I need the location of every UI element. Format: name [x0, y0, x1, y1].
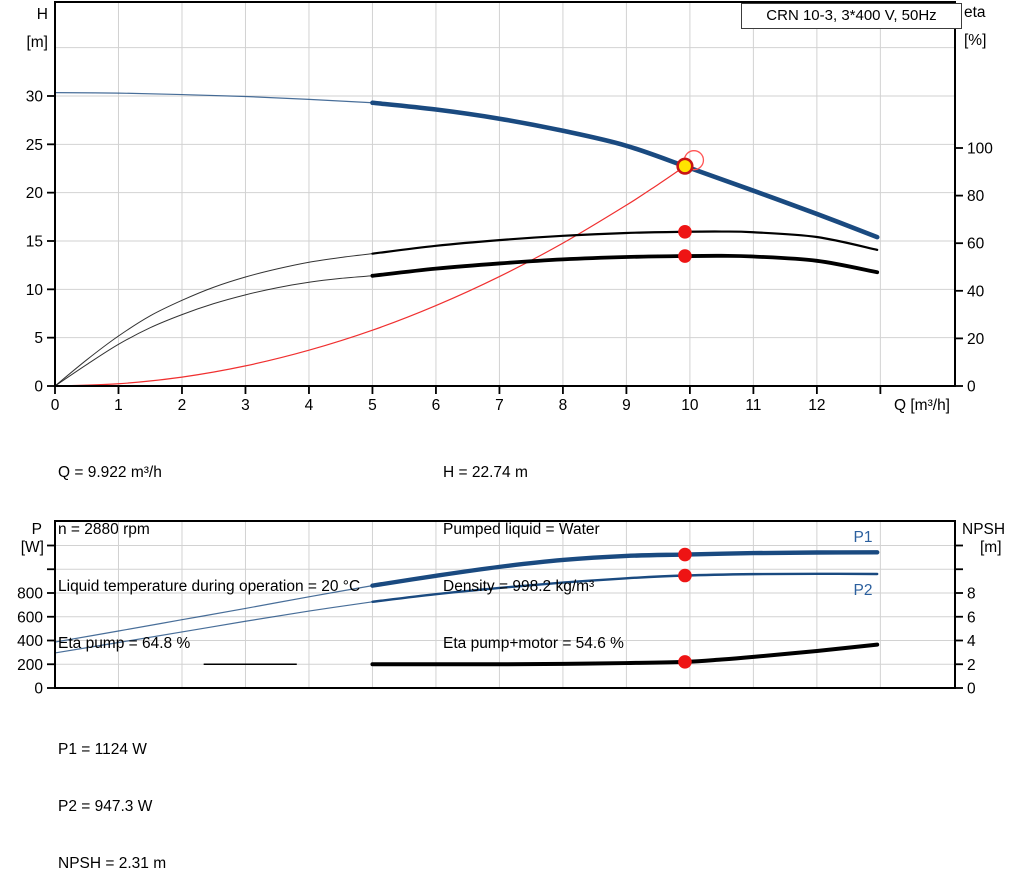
tick-label: 0	[967, 379, 976, 396]
y-right-axis-unit: [%]	[964, 32, 986, 49]
pump-model-title-box: CRN 10-3, 3*400 V, 50Hz	[741, 3, 962, 29]
tick-label: 0	[967, 681, 976, 698]
annotation-density: Density = 998.2 kg/m³	[443, 578, 595, 595]
tick-label: 1	[114, 397, 123, 414]
system-curve	[54, 165, 686, 387]
tick-label: 10	[26, 282, 44, 299]
tick-label: 7	[495, 397, 504, 414]
tick-label: 2	[178, 397, 187, 414]
tick-label: 5	[34, 330, 43, 347]
eta-pump-motor-curve	[370, 253, 880, 278]
annotation-eta-pump-motor: Eta pump+motor = 54.6 %	[443, 635, 624, 652]
p2-curve	[371, 572, 879, 603]
tick-label: 60	[967, 236, 985, 253]
tick-label: 8	[559, 397, 568, 414]
p1-curve	[370, 550, 880, 588]
pump-model-title: CRN 10-3, 3*400 V, 50Hz	[766, 7, 937, 24]
eta-pump-motor-curve-thin-segment	[54, 275, 373, 387]
tick-label: 12	[808, 397, 825, 414]
p2-point	[678, 568, 692, 583]
tick-label: 2	[967, 657, 976, 674]
head-curve	[370, 100, 880, 240]
tick-label: 6	[967, 609, 976, 626]
tick-label: 20	[967, 331, 985, 348]
annotation-p1: P1 = 1124 W	[58, 741, 147, 758]
eta-pump-curve	[371, 230, 879, 255]
tick-label: 0	[51, 397, 60, 414]
y-left-axis-unit: [W]	[21, 539, 44, 556]
tick-label: 3	[241, 397, 250, 414]
series-label-p1: P1	[854, 529, 873, 546]
power-npsh-chart: 0 200 400 600 800 0 2 4 6 8 P[W] NPSH[m] P1 P2	[17, 520, 1005, 698]
p1-point	[678, 547, 692, 562]
tick-label: 25	[26, 137, 43, 154]
tick-label: 6	[432, 397, 441, 414]
eta-pump-curve-thin-segment	[54, 253, 373, 387]
duty-annotations-right: H = 22.74 m Pumped liquid = Water Densit…	[443, 426, 624, 672]
npsh-point	[678, 655, 692, 669]
annotation-pumped-liquid: Pumped liquid = Water	[443, 521, 600, 538]
power-annotations: P1 = 1124 W P2 = 947.3 W NPSH = 2.31 m	[58, 703, 166, 892]
y-left-axis-unit: [m]	[26, 34, 48, 51]
gridlines	[55, 2, 955, 386]
p1-curve-thin-segment	[54, 585, 373, 643]
tick-label: 800	[17, 586, 43, 603]
tick-label: 200	[17, 657, 43, 674]
y-right-axis-unit: [m]	[980, 539, 1002, 556]
tick-label: 600	[17, 609, 43, 626]
tick-label: 40	[967, 283, 985, 300]
pump-performance-sheet: { "title_box": { "text": "CRN 10-3, 3*40…	[17, 1, 1006, 872]
y-right-axis-label: NPSH	[962, 521, 1005, 538]
y-right-axis-label: eta	[964, 4, 986, 21]
duty-point	[676, 157, 694, 175]
eta-pump-motor-point	[678, 249, 692, 263]
tick-label: 400	[17, 633, 43, 650]
tick-label: 80	[967, 188, 985, 205]
head-curve-thin-segment	[54, 92, 373, 104]
duty-annotations-left: Q = 9.922 m³/h n = 2880 rpm Liquid tempe…	[58, 426, 360, 672]
npsh-curve	[370, 642, 880, 667]
annotation-head: H = 22.74 m	[443, 464, 528, 481]
annotation-liquid-temperature: Liquid temperature during operation = 20…	[58, 578, 361, 595]
y-left-axis-label: H	[37, 6, 48, 23]
tick-label: 100	[967, 141, 993, 158]
annotation-p2: P2 = 947.3 W	[58, 798, 153, 815]
eta-pump-point	[678, 224, 692, 239]
annotation-eta-pump: Eta pump = 64.8 %	[58, 635, 191, 652]
annotation-flow: Q = 9.922 m³/h	[58, 464, 162, 481]
y-left-axis-label: P	[32, 521, 42, 538]
tick-label: 4	[305, 397, 314, 414]
annotation-npsh: NPSH = 2.31 m	[58, 855, 167, 872]
tick-label: 9	[622, 397, 631, 414]
annotation-speed: n = 2880 rpm	[58, 521, 150, 538]
x-axis-label: Q [m³/h]	[894, 397, 950, 414]
tick-label: 30	[26, 88, 44, 105]
plot-border	[54, 1, 956, 387]
series-label-p2: P2	[854, 582, 873, 599]
plot-border	[54, 520, 956, 689]
tick-label: 10	[681, 397, 699, 414]
tick-label: 5	[368, 397, 377, 414]
tick-label: 0	[34, 681, 43, 698]
tick-label: 0	[34, 379, 43, 396]
tick-label: 15	[26, 233, 43, 250]
tick-label: 4	[967, 633, 976, 650]
tick-label: 8	[967, 586, 976, 603]
tick-label: 11	[745, 397, 761, 414]
tick-label: 20	[26, 185, 44, 202]
p2-curve-thin-segment	[54, 601, 373, 654]
